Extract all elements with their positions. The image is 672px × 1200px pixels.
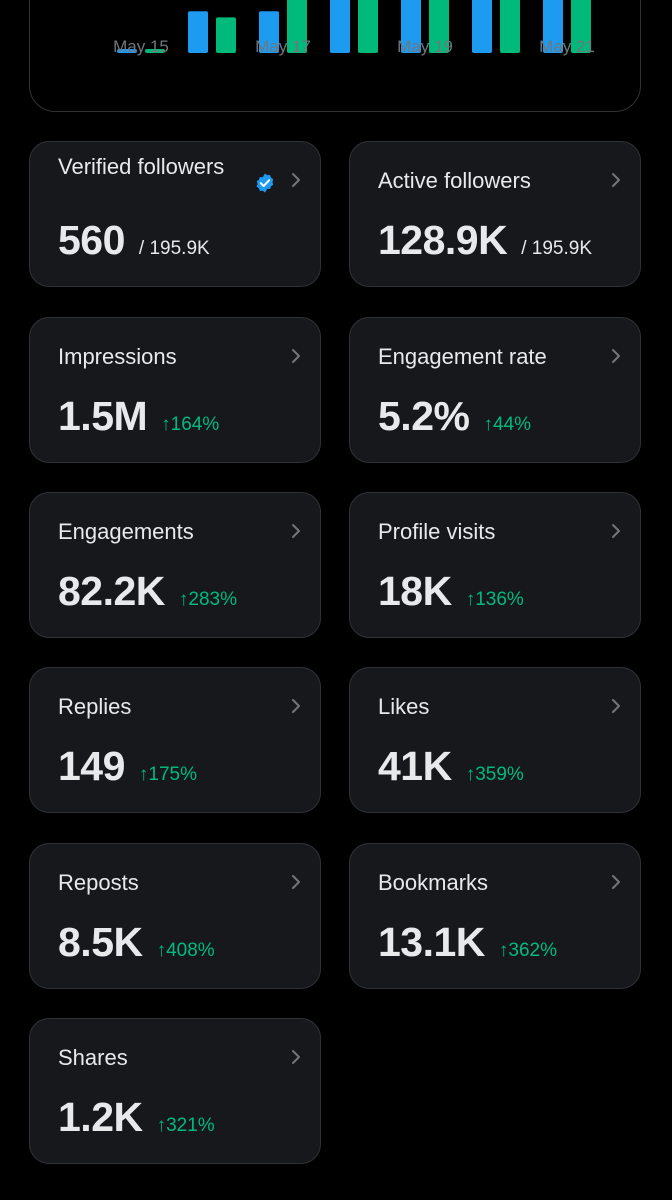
metric-change: ↑359% <box>465 764 524 785</box>
metric-value-row: 13.1K ↑362% <box>378 919 557 966</box>
engagements-card[interactable]: Engagements 82.2K ↑283% <box>29 492 321 638</box>
metric-value: 41K <box>378 743 452 789</box>
metric-value-row: 149 ↑175% <box>58 743 197 790</box>
chevron-right-icon <box>292 173 300 187</box>
bookmarks-card[interactable]: Bookmarks 13.1K ↑362% <box>349 843 641 989</box>
metric-change: ↑164% <box>161 414 220 435</box>
metric-change: ↑136% <box>465 589 524 610</box>
chevron-right-icon <box>292 699 300 713</box>
metric-value-row: 560 / 195.9K <box>58 217 210 264</box>
chart-bar <box>287 0 307 53</box>
metric-change: ↑408% <box>156 940 215 961</box>
card-title: Shares <box>58 1045 128 1070</box>
metric-value-row: 41K ↑359% <box>378 743 524 790</box>
chart-bar <box>145 49 165 53</box>
card-title: Engagement rate <box>378 344 547 369</box>
metric-value: 560 <box>58 217 125 263</box>
impressions-card[interactable]: Impressions 1.5M ↑164% <box>29 317 321 463</box>
x-tick-label: May 17 <box>255 37 311 56</box>
chevron-right-icon <box>612 875 620 889</box>
chart-bar <box>500 0 520 53</box>
card-title: Impressions <box>58 344 177 369</box>
chevron-right-icon <box>292 875 300 889</box>
chart-bar <box>401 0 421 53</box>
metric-value-row: 8.5K ↑408% <box>58 919 215 966</box>
active-followers-card[interactable]: Active followers 128.9K / 195.9K <box>349 141 641 287</box>
metric-value: 8.5K <box>58 919 143 965</box>
card-title: Bookmarks <box>378 870 489 895</box>
chart-bar <box>472 0 492 53</box>
chevron-right-icon <box>612 173 620 187</box>
chevron-right-icon <box>612 699 620 713</box>
metric-value: 149 <box>58 743 125 789</box>
verified-followers-card[interactable]: Verified followers 560 / 195.9K <box>29 141 321 287</box>
metric-change: ↑321% <box>156 1115 215 1136</box>
chart-bar <box>188 11 208 53</box>
metric-value: 18K <box>378 568 452 614</box>
verified-badge-icon <box>256 173 274 193</box>
metric-change: ↑283% <box>178 589 238 610</box>
metric-value-row: 5.2% ↑44% <box>378 393 531 440</box>
card-title: Verified followers <box>58 154 225 179</box>
card-title: Engagements <box>58 519 194 544</box>
metric-total: / 195.9K <box>521 238 592 259</box>
daily-chart-card: 6 May 15 May 17 May 19 May 21 <box>29 0 641 112</box>
chart-bar <box>117 49 137 53</box>
metric-value: 13.1K <box>378 919 485 965</box>
card-title: Profile visits <box>378 519 496 544</box>
metric-change: ↑44% <box>483 414 531 435</box>
chart-bar <box>543 0 563 53</box>
x-tick-label: May 21 <box>539 37 595 56</box>
metric-value-row: 1.2K ↑321% <box>58 1094 215 1141</box>
x-tick-label: May 19 <box>397 37 453 56</box>
card-title: Active followers <box>378 168 531 193</box>
chart-bar <box>216 17 236 53</box>
daily-bar-chart <box>117 0 591 53</box>
card-title: Reposts <box>58 870 139 895</box>
chart-bar <box>259 11 279 53</box>
metric-value: 5.2% <box>378 393 470 439</box>
chart-bar <box>330 0 350 53</box>
card-title: Replies <box>58 694 132 719</box>
metric-value-row: 82.2K ↑283% <box>58 568 237 615</box>
metric-value-row: 1.5M ↑164% <box>58 393 219 440</box>
chart-bar <box>571 0 591 53</box>
replies-card[interactable]: Replies 149 ↑175% <box>29 667 321 813</box>
chevron-right-icon <box>612 524 620 538</box>
metric-value-row: 18K ↑136% <box>378 568 524 615</box>
chevron-right-icon <box>292 524 300 538</box>
metric-change: ↑175% <box>138 764 198 785</box>
metric-value-row: 128.9K / 195.9K <box>378 217 592 264</box>
likes-card[interactable]: Likes 41K ↑359% <box>349 667 641 813</box>
engagement-rate-card[interactable]: Engagement rate 5.2% ↑44% <box>349 317 641 463</box>
chart-bar <box>358 0 378 53</box>
reposts-card[interactable]: Reposts 8.5K ↑408% <box>29 843 321 989</box>
x-tick-label: May 15 <box>113 37 169 56</box>
chevron-right-icon <box>292 1050 300 1064</box>
metric-change: ↑362% <box>498 940 558 961</box>
metric-value: 1.5M <box>58 393 148 439</box>
metric-total: / 195.9K <box>138 238 210 259</box>
shares-card[interactable]: Shares 1.2K ↑321% <box>29 1018 321 1164</box>
metric-value: 128.9K <box>378 217 508 263</box>
profile-visits-card[interactable]: Profile visits 18K ↑136% <box>349 492 641 638</box>
metric-value: 1.2K <box>58 1094 143 1140</box>
chevron-right-icon <box>292 349 300 363</box>
metric-value: 82.2K <box>58 568 165 614</box>
card-title: Likes <box>378 694 430 719</box>
chart-bar <box>429 0 449 53</box>
chevron-right-icon <box>612 349 620 363</box>
